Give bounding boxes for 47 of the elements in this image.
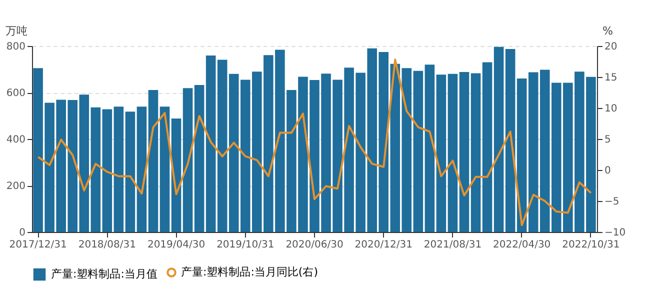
y2-tick-label: 20	[604, 42, 618, 52]
bar	[160, 106, 170, 232]
bar	[459, 72, 470, 232]
y2-tick-label: 15	[604, 72, 618, 84]
bar	[148, 90, 158, 232]
y2-tick-label: 10	[604, 104, 618, 114]
x-tick-label: 2022/04/30	[493, 240, 551, 250]
y2-tick-label: 5	[604, 134, 611, 146]
y-tick-label: 800	[6, 42, 26, 52]
x-tick-label: 2022/10/31	[562, 240, 620, 250]
y-tick-label: 600	[6, 88, 26, 99]
bar	[206, 56, 216, 232]
bar	[413, 70, 424, 232]
y-tick-label: 200	[6, 181, 26, 192]
bar	[125, 112, 136, 232]
legend-label: 产量:塑料制品:当月同比(右)	[181, 266, 318, 278]
bar	[494, 46, 504, 232]
bar	[114, 106, 124, 232]
bar	[436, 74, 446, 232]
bar	[182, 88, 193, 232]
y-tick-label: 400	[6, 134, 26, 146]
bar	[516, 78, 527, 232]
bar	[102, 109, 112, 232]
x-tick-label: 2020/06/30	[286, 240, 344, 250]
y2-tick-label: −5	[604, 196, 620, 208]
y-tick-label: 0	[19, 228, 26, 238]
x-tick-label: 2019/10/31	[216, 240, 274, 250]
y2-tick-label: 0	[604, 166, 611, 176]
x-tick-label: 2018/08/31	[78, 240, 136, 250]
bar	[194, 85, 204, 232]
bar	[505, 49, 516, 232]
legend-label: 产量:塑料制品:当月值	[51, 268, 158, 280]
y-axis-title: 万吨	[6, 24, 28, 38]
y2-tick-label: −10	[604, 228, 626, 238]
bar	[424, 64, 435, 232]
bar	[217, 60, 228, 232]
x-tick-label: 2019/04/30	[147, 240, 206, 250]
x-tick-label: 2017/12/31	[9, 240, 67, 250]
x-tick-label: 2020/12/31	[354, 240, 412, 250]
bar	[470, 73, 481, 232]
bar	[136, 106, 147, 232]
bar	[402, 68, 412, 232]
line-series	[37, 58, 592, 226]
bar	[482, 62, 492, 232]
x-tick-label: 2021/08/31	[424, 240, 482, 250]
bar	[448, 74, 458, 232]
y2-axis-title: %	[602, 24, 613, 38]
